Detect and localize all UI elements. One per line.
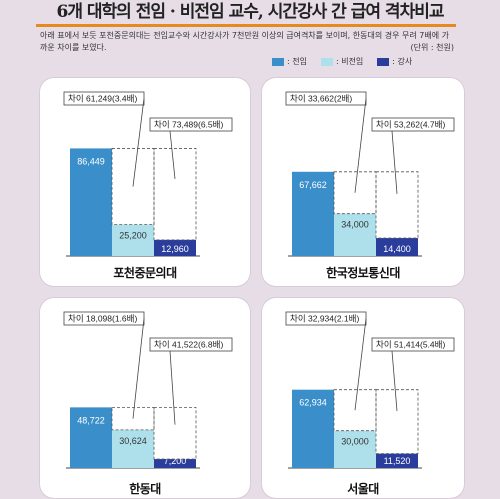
gap-outline <box>111 148 155 226</box>
bar-value-label: 25,200 <box>119 231 147 241</box>
callout-box-2 <box>371 117 455 132</box>
legend-label-full-time: : 전임 <box>287 57 307 66</box>
bar-lecturer <box>376 238 418 256</box>
chart-description: 아래 표에서 보듯 포천중문의대는 전임교수와 시간강사가 7천만원 이상의 급… <box>40 31 449 52</box>
callout-leader-2 <box>169 130 176 179</box>
callout-leader-1 <box>132 318 145 419</box>
legend-swatch-full-time <box>272 57 284 66</box>
bar-full-time <box>70 407 112 468</box>
panel-label: 한동대 <box>129 482 161 496</box>
legend-item-full-time: : 전임 <box>272 56 307 67</box>
bar-non-full-time <box>112 224 154 256</box>
gap-outline <box>375 171 419 239</box>
chart-title: 6개 대학의 전임 · 비전임 교수, 시간강사 간 급여 격차비교 <box>56 2 444 22</box>
gap-outline <box>153 148 197 241</box>
legend-label-lecturer: : 강사 <box>392 57 413 66</box>
panel-chart-svg: 86,449 25,200 12,960 차이 61,249(3.4배) 차이 73,4… <box>63 91 233 257</box>
callout-leader-2 <box>391 130 398 194</box>
bar-value-label: 86,449 <box>77 156 105 166</box>
bar-value-label: 14,400 <box>383 244 411 254</box>
gap-outline <box>111 406 155 431</box>
bar-value-label: 30,000 <box>341 437 369 447</box>
bar-value-label: 30,624 <box>119 436 147 446</box>
legend-label-non-full-time: : 비전임 <box>335 57 364 66</box>
callout-leader-1 <box>354 318 367 411</box>
callout-box-2 <box>371 337 455 352</box>
panel-chart-svg: 62,934 30,000 11,520 차이 32,934(2.1배) 차이 51,4… <box>285 311 455 469</box>
panel-icu: 67,662 34,000 14,400 차이 33,662(2배) 차이 53,262… <box>262 78 464 286</box>
bar-lecturer <box>154 459 196 468</box>
bar-value-label: 48,722 <box>77 415 105 425</box>
callout-text-1: 차이 61,249(3.4배) <box>68 94 137 104</box>
bar-value-label: 12,960 <box>161 244 189 254</box>
bar-value-label: 67,662 <box>299 180 327 190</box>
panel-label: 서울대 <box>347 482 379 496</box>
unit-label: (단위 : 천원) <box>410 43 454 52</box>
panel-label: 포천중문의대 <box>113 266 177 280</box>
panel-chart-svg: 67,662 34,000 14,400 차이 33,662(2배) 차이 53,262… <box>285 91 455 257</box>
legend-item-lecturer: : 강사 <box>377 56 412 67</box>
bar-full-time <box>70 148 112 256</box>
callout-leader-2 <box>391 350 398 412</box>
bar-non-full-time <box>334 430 376 468</box>
bar-full-time <box>292 171 334 256</box>
panel-chart-svg: 48,722 30,624 7,200 차이 18,098(1.6배) 차이 41,52… <box>63 311 233 469</box>
callout-text-1: 차이 32,934(2.1배) <box>290 314 359 324</box>
title-divider <box>36 24 456 27</box>
bar-value-label: 11,520 <box>384 456 411 466</box>
callout-leader-2 <box>169 350 176 425</box>
bar-lecturer <box>154 239 196 256</box>
bar-non-full-time <box>334 213 376 256</box>
callout-box-2 <box>149 117 233 132</box>
callout-text-2: 차이 73,489(6.5배) <box>154 120 223 130</box>
bar-non-full-time <box>112 429 154 468</box>
panel-handong: 48,722 30,624 7,200 차이 18,098(1.6배) 차이 41,52… <box>40 298 250 498</box>
panel-pocheon-cha: 86,449 25,200 12,960 차이 61,249(3.4배) 차이 73,4… <box>40 78 250 286</box>
gap-outline <box>153 406 197 460</box>
gap-outline <box>375 389 419 455</box>
callout-text-2: 차이 53,262(4.7배) <box>376 120 445 130</box>
gap-outline <box>333 389 377 432</box>
legend-swatch-lecturer <box>377 57 390 66</box>
bar-value-label: 62,934 <box>299 398 327 408</box>
callout-text-1: 차이 18,098(1.6배) <box>68 314 137 324</box>
legend-swatch-non-full-time <box>320 57 333 66</box>
bar-value-label: 7,200 <box>164 456 187 466</box>
callout-leader-1 <box>354 98 367 193</box>
panel-label: 한국정보통신대 <box>326 266 400 280</box>
legend-item-non-full-time: : 비전임 <box>320 56 364 67</box>
gap-outline <box>333 171 377 215</box>
bar-lecturer <box>376 453 418 468</box>
bar-value-label: 34,000 <box>341 220 369 230</box>
callout-leader-1 <box>132 98 145 187</box>
bar-full-time <box>292 389 334 468</box>
callout-text-2: 차이 41,522(6.8배) <box>154 340 223 350</box>
panel-snu: 62,934 30,000 11,520 차이 32,934(2.1배) 차이 51,4… <box>262 298 464 498</box>
callout-text-2: 차이 51,414(5.4배) <box>376 340 445 350</box>
callout-box-2 <box>149 337 233 352</box>
legend: : 전임 : 비전임 : 강사 <box>272 56 412 67</box>
callout-text-1: 차이 33,662(2배) <box>290 94 352 104</box>
